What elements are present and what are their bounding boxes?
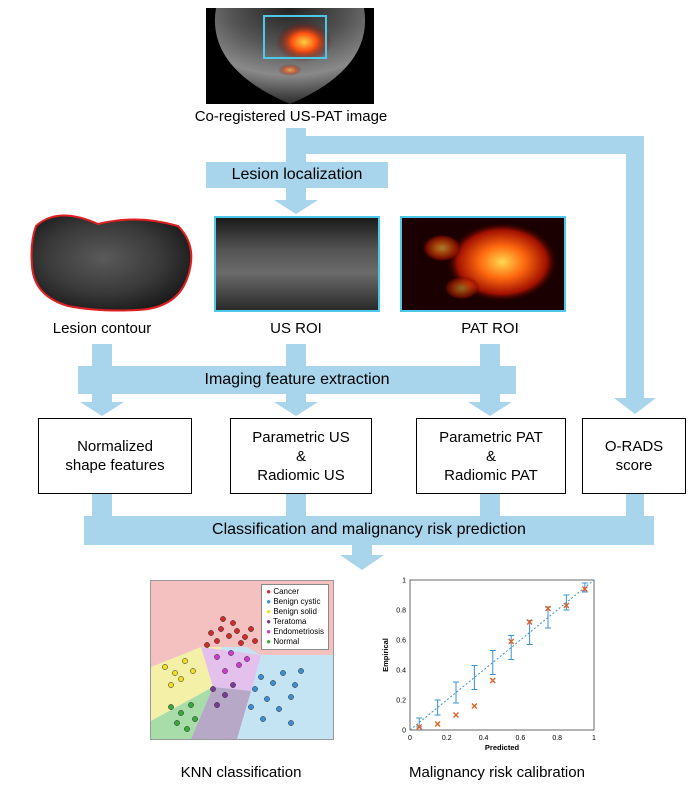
y-tick-label: 0.8 [396,608,406,615]
shape-features-box: Normalized shape features [38,418,192,494]
classification-band [84,516,654,545]
observed-point [416,724,423,730]
feature-extraction-label: Imaging feature extraction [204,371,390,388]
pat-roi-label: PAT ROI [461,320,519,337]
knn-points [162,616,304,732]
us-roi-label: US ROI [270,320,322,337]
observed-point [526,619,533,625]
y-tick-label: 0.6 [396,638,406,645]
us-features-line-2: & [295,447,306,465]
knn-caption: KNN classification [180,764,302,781]
pat-features-line-2: & [485,447,496,465]
legend-item-benign-cystic: ● Benign cystic [266,597,321,606]
legend-item-endometriosis: ● Endometriosis [266,627,324,636]
x-tick-label: 0 [408,735,412,742]
x-tick-label: 0.2 [442,735,452,742]
observed-point [563,602,570,609]
x-tick-label: 0.6 [516,735,526,742]
feature-extraction-band [78,366,516,394]
observed-point [434,721,441,727]
classification-label: Classification and malignancy risk predi… [212,521,526,538]
observed-point [508,638,515,645]
observed-point [489,677,496,684]
observed-point [471,703,478,709]
x-tick-label: 0.8 [552,735,562,742]
pat-features-line-1: Parametric PAT [439,428,543,446]
legend-item-benign-solid: ● Benign solid [266,607,317,616]
calibration-caption: Malignancy risk calibration [409,764,585,781]
pat-roi-image [400,216,566,312]
orads-line-1: O-RADS [604,438,664,455]
y-tick-label: 1 [402,578,406,585]
orads-line-2: score [615,457,653,474]
reference-line [409,579,595,731]
shape-features-line-1: Normalized [77,438,153,455]
legend-item-normal: ● Normal [266,637,300,646]
legend-item-teratoma: ● Teratoma [266,617,307,626]
observed-point [453,712,459,718]
x-tick-label: 1 [592,735,596,742]
lesion-localization-band [206,162,388,188]
knn-legend: ● Cancer ● Benign cystic ● Benign solid … [261,584,329,650]
y-axis-label: Empirical [381,638,390,672]
x-axis-label: Predicted [485,743,520,752]
us-features-box: Parametric US & Radiomic US [230,418,372,494]
us-pat-image-caption: Co-registered US-PAT image [194,108,388,125]
us-features-line-3: Radiomic US [257,466,345,484]
x-tick-label: 0.4 [479,735,489,742]
us-features-line-1: Parametric US [252,428,350,446]
shape-features-line-2: shape features [65,457,165,474]
lesion-contour-label: Lesion contour [52,320,152,337]
us-roi-image [214,216,380,312]
legend-item-cancer: ● Cancer [266,587,300,596]
observed-point [545,605,551,612]
y-tick-label: 0.2 [396,698,406,705]
lesion-contour-image [28,206,196,316]
pat-features-line-3: Radiomic PAT [444,466,538,484]
knn-plot: ● Cancer ● Benign cystic ● Benign solid … [150,580,334,740]
observed-point [581,586,588,592]
calibration-svg: 0 0.2 0.4 0.6 0.8 1 0 0.2 0.4 0.6 0.8 1 Predicted Emp… [381,578,596,753]
pat-features-box: Parametric PAT & Radiomic PAT [416,418,566,494]
y-tick-label: 0 [402,728,406,735]
us-pat-image [206,8,374,104]
orads-score-box: O-RADS score [582,418,686,494]
calibration-chart: 0 0.2 0.4 0.6 0.8 1 0 0.2 0.4 0.6 0.8 1 Predicted Emp… [376,570,602,760]
lesion-localization-label: Lesion localization [231,166,363,183]
y-tick-label: 0.4 [396,668,406,675]
